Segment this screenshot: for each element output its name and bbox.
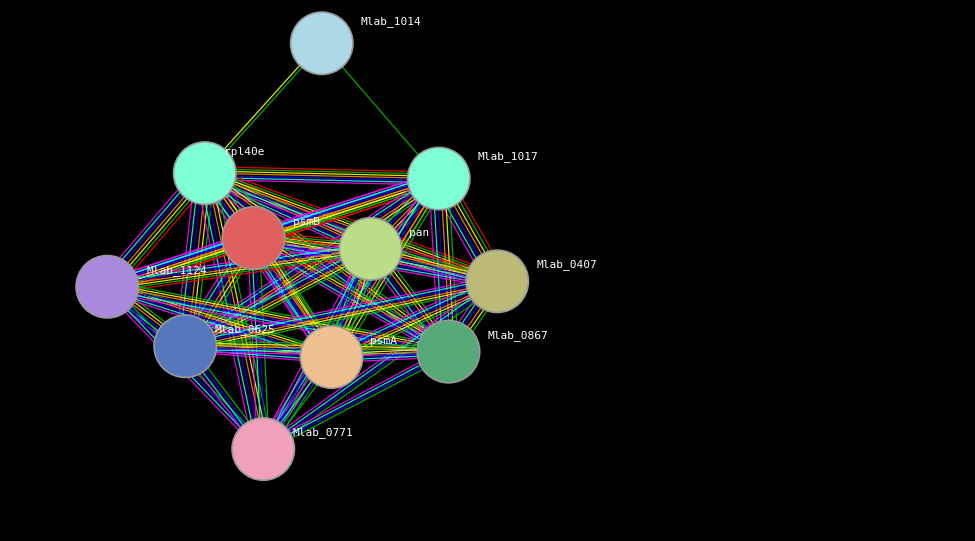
Text: Mlab_1124: Mlab_1124 xyxy=(146,265,207,276)
Text: Mlab_0867: Mlab_0867 xyxy=(488,330,548,341)
Text: Mlab_0407: Mlab_0407 xyxy=(536,260,597,270)
Text: rpl40e: rpl40e xyxy=(224,147,265,157)
Ellipse shape xyxy=(417,320,480,383)
Ellipse shape xyxy=(291,12,353,75)
Ellipse shape xyxy=(466,250,528,313)
Ellipse shape xyxy=(76,255,138,318)
Ellipse shape xyxy=(232,418,294,480)
Text: Mlab_1014: Mlab_1014 xyxy=(361,16,421,27)
Ellipse shape xyxy=(339,217,402,280)
Ellipse shape xyxy=(174,142,236,204)
Text: Mlab_0625: Mlab_0625 xyxy=(214,325,275,335)
Text: Mlab_1017: Mlab_1017 xyxy=(478,151,538,162)
Text: psmB: psmB xyxy=(292,217,320,227)
Ellipse shape xyxy=(408,147,470,210)
Ellipse shape xyxy=(154,315,216,378)
Ellipse shape xyxy=(300,326,363,388)
Ellipse shape xyxy=(222,207,285,269)
Text: Mlab_0771: Mlab_0771 xyxy=(292,427,353,438)
Text: psmA: psmA xyxy=(370,337,398,346)
Text: pan: pan xyxy=(410,228,430,238)
